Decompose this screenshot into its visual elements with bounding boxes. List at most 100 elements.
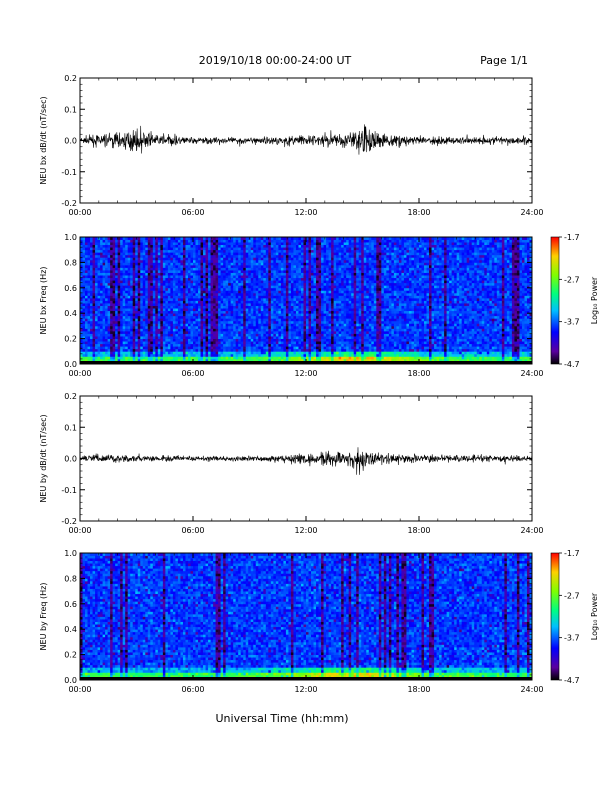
spectrogram-cell (190, 336, 193, 339)
spectrogram-cell (110, 323, 113, 326)
spectrogram-cell (206, 341, 209, 344)
spectrogram-cell (173, 306, 176, 309)
spectrogram-cell (271, 273, 274, 276)
spectrogram-cell (286, 250, 289, 253)
spectrogram-cell (241, 308, 244, 311)
spectrogram-cell (301, 290, 304, 293)
spectrogram-cell (273, 275, 276, 278)
spectrogram-cell (293, 346, 296, 349)
spectrogram-cell (163, 306, 166, 309)
spectrogram-cell (173, 255, 176, 258)
spectrogram-cell (273, 290, 276, 293)
spectrogram-cell (311, 328, 314, 331)
spectrogram-cell (309, 293, 312, 296)
spectrogram-cell (311, 346, 314, 349)
spectrogram-cell (221, 328, 224, 331)
spectrogram-cell (193, 242, 196, 245)
spectrogram-cell (115, 278, 118, 281)
spectrogram-cell (135, 285, 138, 288)
spectrogram-cell (324, 318, 327, 321)
spectrogram-cell (198, 308, 201, 311)
spectrogram-cell (243, 293, 246, 296)
spectrogram-cell (236, 288, 239, 291)
spectrogram-cell (83, 255, 86, 258)
spectrogram-cell (233, 346, 236, 349)
spectrogram-cell (208, 313, 211, 316)
spectrogram-cell (283, 252, 286, 255)
spectrogram-cell (228, 318, 231, 321)
spectrogram-cell (198, 288, 201, 291)
spectrogram-cell (306, 303, 309, 306)
spectrogram-cell (125, 293, 128, 296)
spectrogram-cell (103, 293, 106, 296)
spectrogram-cell (206, 346, 209, 349)
spectrogram-cell (160, 306, 163, 309)
spectrogram-cell (153, 323, 156, 326)
spectrogram-cell (135, 265, 138, 268)
spectrogram-cell (206, 351, 209, 354)
spectrogram-cell (248, 285, 251, 288)
spectrogram-cell (183, 245, 186, 248)
spectrogram-cell (118, 240, 121, 243)
spectrogram-cell (143, 242, 146, 245)
spectrogram-cell (120, 262, 123, 265)
spectrogram-cell (165, 303, 168, 306)
spectrogram-cell (135, 283, 138, 286)
spectrogram-cell (306, 242, 309, 245)
spectrogram-cell (145, 326, 148, 329)
spectrogram-cell (201, 318, 204, 321)
spectrogram-cell (125, 356, 128, 359)
spectrogram-cell (303, 336, 306, 339)
spectrogram-cell (115, 280, 118, 283)
spectrogram-cell (155, 321, 158, 324)
spectrogram-cell (105, 257, 108, 260)
spectrogram-cell (276, 257, 279, 260)
spectrogram-cell (321, 326, 324, 329)
spectrogram-cell (128, 341, 131, 344)
spectrogram-cell (160, 252, 163, 255)
spectrogram-cell (173, 334, 176, 337)
spectrogram-cell (266, 334, 269, 337)
spectrogram-cell (100, 316, 103, 319)
spectrogram-cell (298, 308, 301, 311)
spectrogram-cell (188, 242, 191, 245)
spectrogram-cell (153, 252, 156, 255)
spectrogram-cell (298, 311, 301, 314)
spectrogram-cell (248, 265, 251, 268)
spectrogram-cell (135, 245, 138, 248)
spectrogram-cell (143, 262, 146, 265)
spectrogram-cell (213, 334, 216, 337)
spectrogram-cell (231, 285, 234, 288)
spectrogram-cell (90, 278, 93, 281)
spectrogram-cell (113, 318, 116, 321)
spectrogram-cell (108, 252, 111, 255)
spectrogram-cell (145, 311, 148, 314)
spectrogram-cell (158, 257, 161, 260)
spectrogram-cell (185, 257, 188, 260)
spectrogram-cell (143, 326, 146, 329)
spectrogram-cell (268, 339, 271, 342)
spectrogram-cell (150, 344, 153, 347)
spectrogram-cell (190, 321, 193, 324)
spectrogram-cell (314, 303, 317, 306)
spectrogram-cell (321, 339, 324, 342)
spectrogram-cell (170, 356, 173, 359)
spectrogram-cell (253, 356, 256, 359)
spectrogram-cell (233, 260, 236, 263)
spectrogram-cell (201, 293, 204, 296)
spectrogram-cell (288, 306, 291, 309)
spectrogram-cell (165, 270, 168, 273)
spectrogram-cell (213, 306, 216, 309)
spectrogram-cell (175, 270, 178, 273)
spectrogram-cell (206, 308, 209, 311)
spectrogram-cell (223, 328, 226, 331)
spectrogram-cell (95, 351, 98, 354)
spectrogram-cell (223, 247, 226, 250)
spectrogram-cell (170, 321, 173, 324)
spectrogram-cell (103, 255, 106, 258)
spectrogram-cell (163, 308, 166, 311)
spectrogram-cell (83, 356, 86, 359)
spectrogram-cell (309, 349, 312, 352)
spectrogram-cell (311, 260, 314, 263)
spectrogram-cell (319, 275, 322, 278)
